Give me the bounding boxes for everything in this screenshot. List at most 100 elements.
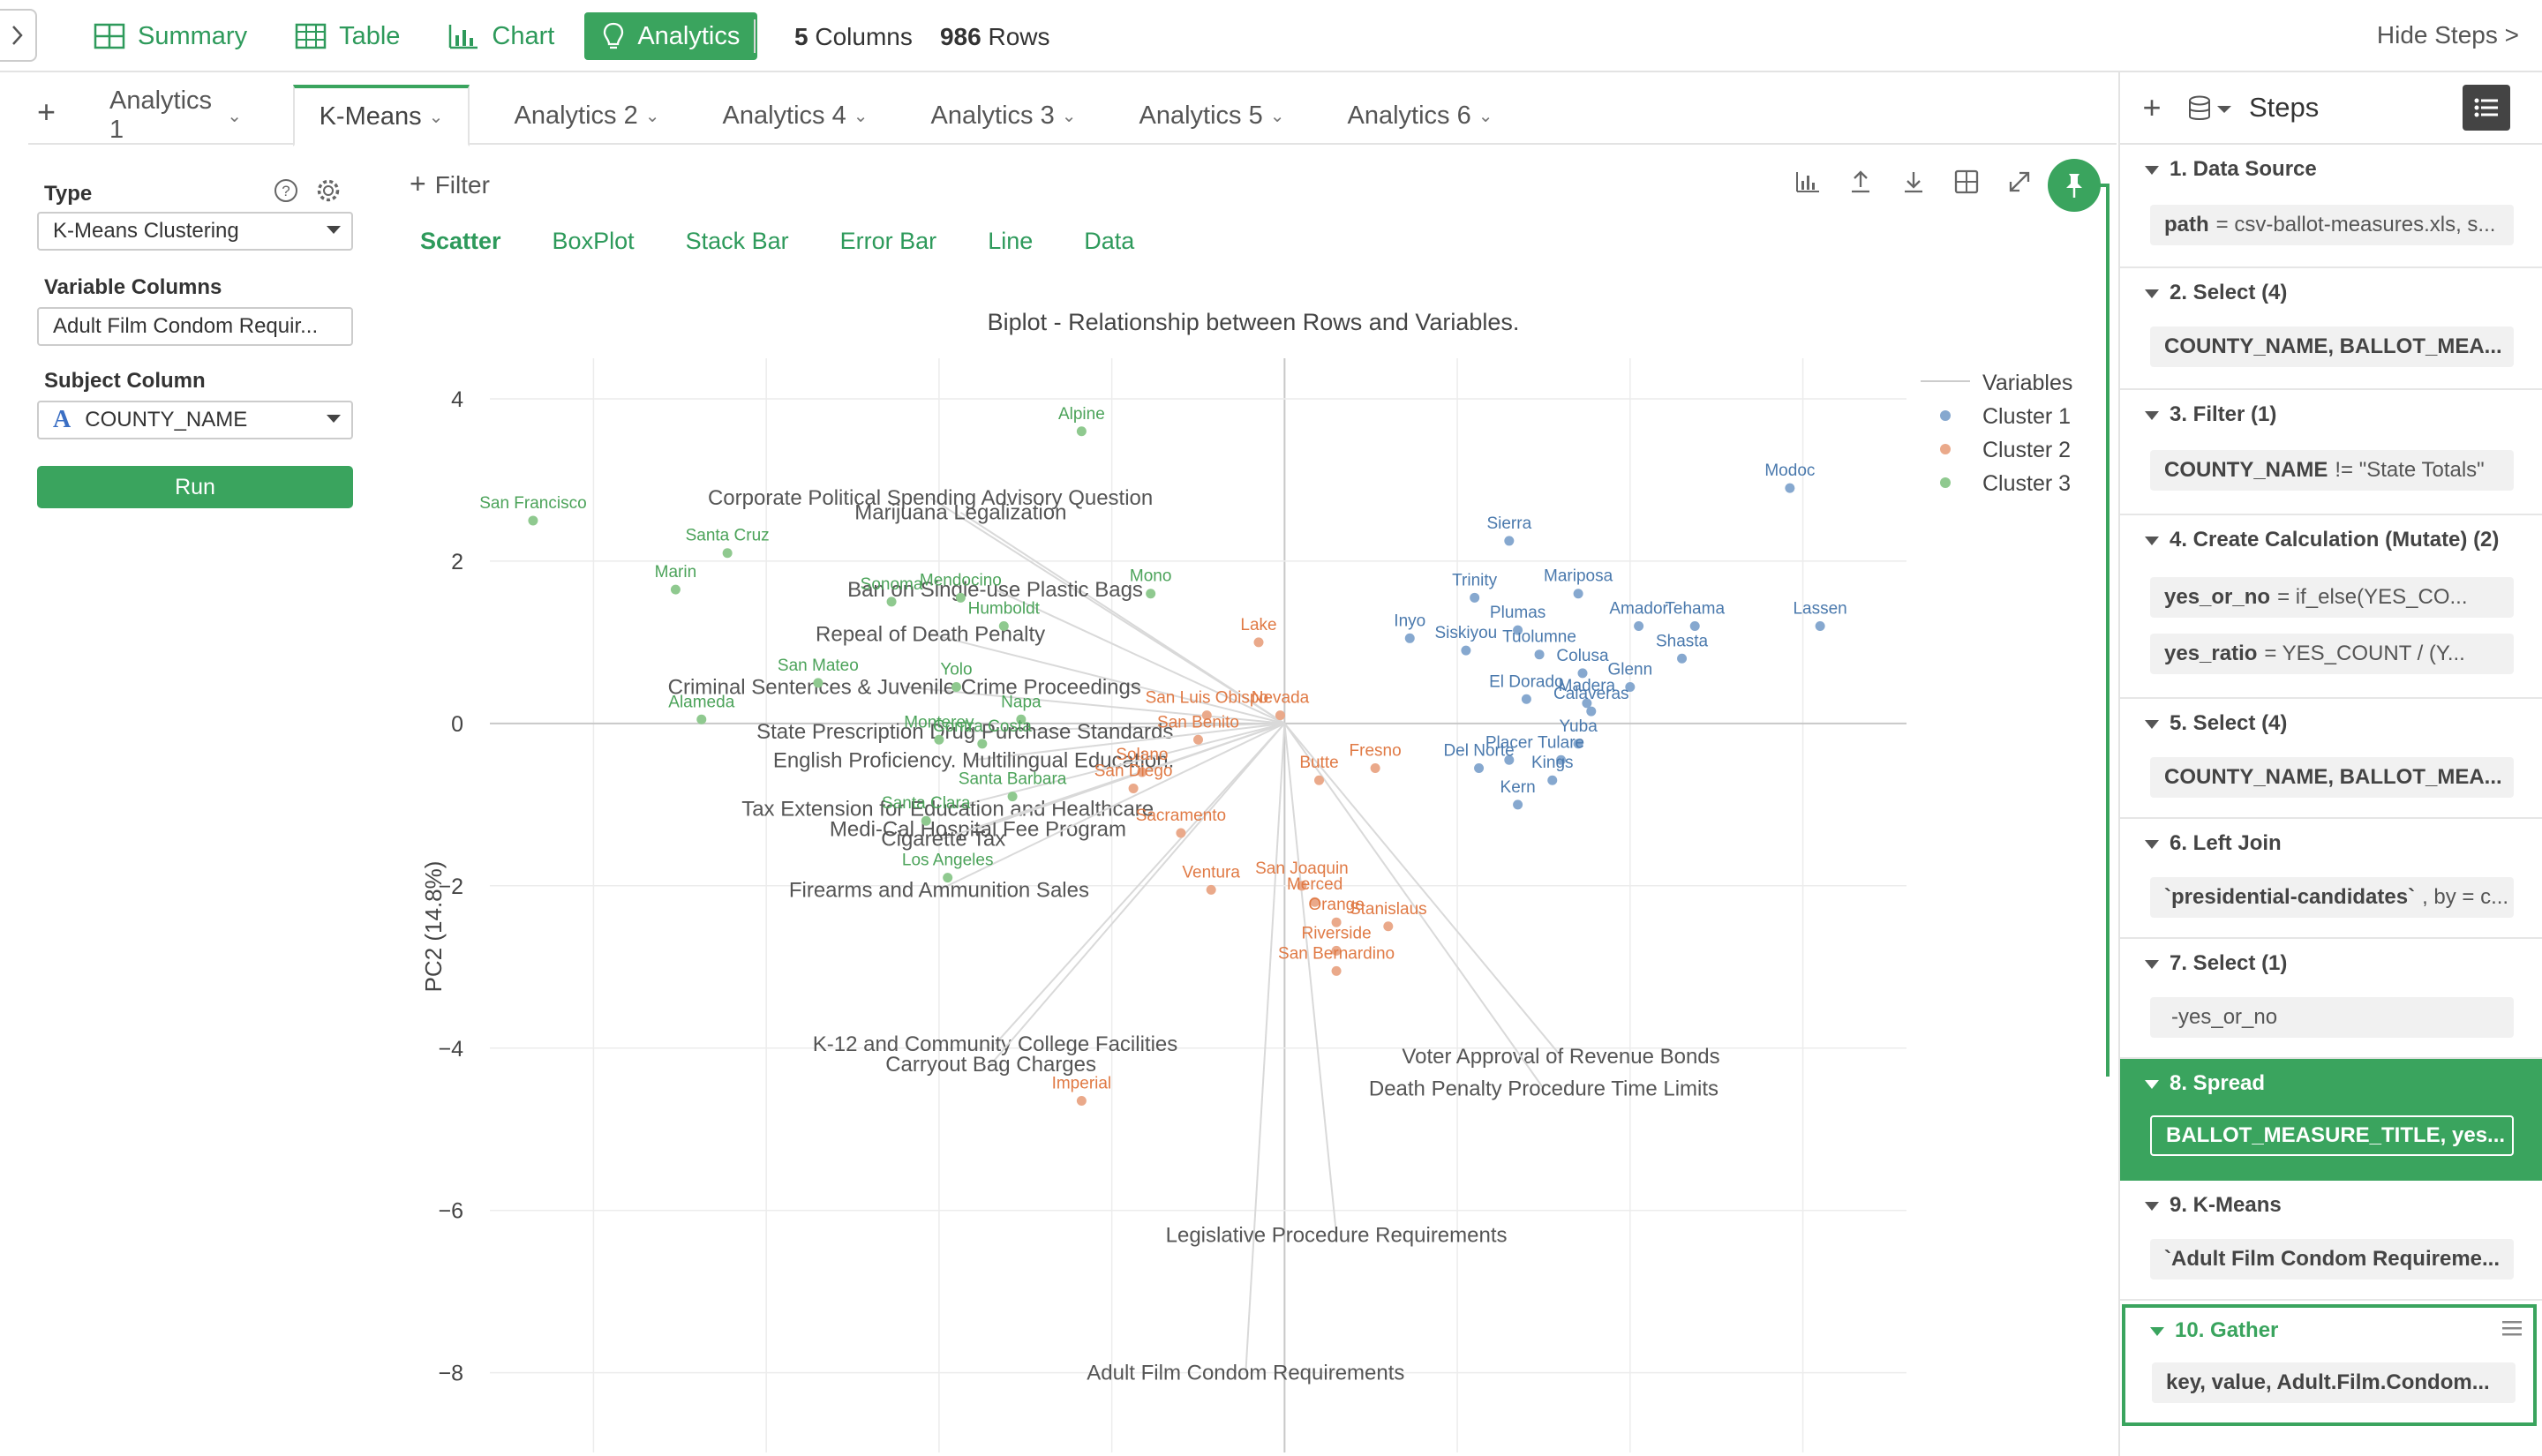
data-point-label: Sacramento: [1136, 807, 1226, 825]
variable-vector-line: [1245, 723, 1286, 1373]
filter-button[interactable]: + Filter: [410, 168, 490, 200]
data-point-label: Mariposa: [1544, 567, 1613, 586]
data-point: [934, 734, 944, 745]
analytics-tab-kmeans[interactable]: K-Means ⌄: [293, 85, 470, 146]
columns-label: Columns: [815, 23, 913, 50]
variable-vector-label: Firearms and Ammunition Sales: [789, 878, 1089, 902]
step-detail[interactable]: path = csv-ballot-measures.xls, s...: [2150, 205, 2514, 245]
expand-icon[interactable]: [2004, 166, 2035, 198]
database-icon[interactable]: [2187, 94, 2237, 124]
bar-chart-icon[interactable]: [1792, 166, 1824, 198]
step-detail-key: key, value, Adult.Film.Condom...: [2166, 1370, 2490, 1394]
variable-vector-label: Adult Film Condom Requirements: [1087, 1362, 1404, 1385]
step-title: 4. Create Calculation (Mutate) (2): [2145, 528, 2499, 552]
step-detail[interactable]: BALLOT_MEASURE_TITLE, yes...: [2150, 1115, 2514, 1156]
steps-header: + Steps: [2120, 72, 2542, 145]
chart-type-scatter[interactable]: Scatter: [420, 228, 501, 254]
menu-icon[interactable]: [2501, 1318, 2523, 1342]
data-point: [1689, 621, 1700, 632]
hide-steps-button[interactable]: Hide Steps >: [2376, 21, 2519, 49]
step-gather[interactable]: 10. Gather key, value, Adult.Film.Condom…: [2122, 1304, 2537, 1426]
step-detail[interactable]: yes_ratio = YES_COUNT / (Y...: [2150, 634, 2514, 674]
step-spread[interactable]: 8. Spread BALLOT_MEASURE_TITLE, yes...: [2120, 1059, 2542, 1181]
type-select[interactable]: K-Means Clustering: [37, 212, 353, 251]
data-point-label: Butte: [1299, 754, 1338, 772]
rows-label: Rows: [988, 23, 1050, 50]
help-icon[interactable]: ?: [272, 176, 300, 205]
subject-column-select[interactable]: A COUNTY_NAME: [37, 401, 353, 439]
step-detail-value: = YES_COUNT / (Y...: [2264, 642, 2465, 665]
tab-chart-label: Chart: [492, 21, 555, 50]
top-bar: Summary Table Chart Analytics 5 Columns …: [0, 0, 2542, 72]
step-detail[interactable]: COUNTY_NAME, BALLOT_MEA...: [2150, 757, 2514, 798]
data-point-label: Tulare: [1538, 733, 1584, 752]
add-tab-button[interactable]: +: [37, 94, 56, 130]
step-detail-key: yes_ratio: [2164, 642, 2258, 665]
data-point-label: Inyo: [1394, 612, 1425, 630]
data-point-label: Kern: [1500, 778, 1536, 797]
step-select-2[interactable]: 5. Select (4) COUNTY_NAME, BALLOT_MEA...: [2120, 699, 2542, 819]
step-detail-key: COUNTY_NAME, BALLOT_MEA...: [2164, 765, 2502, 789]
data-point: [696, 714, 707, 724]
view-tabs: Summary Table Chart Analytics: [76, 12, 758, 60]
step-detail[interactable]: COUNTY_NAME, BALLOT_MEA...: [2150, 326, 2514, 367]
step-detail-value: != "State Totals": [2335, 458, 2485, 482]
step-mutate[interactable]: 4. Create Calculation (Mutate) (2) yes_o…: [2120, 515, 2542, 699]
data-point: [1521, 694, 1531, 704]
data-point: [1193, 734, 1203, 745]
chart-type-data[interactable]: Data: [1084, 228, 1135, 254]
tab-chart[interactable]: Chart: [430, 12, 572, 60]
step-select-3[interactable]: 7. Select (1) -yes_or_no: [2120, 939, 2542, 1059]
upload-icon[interactable]: [1845, 166, 1876, 198]
run-button[interactable]: Run: [37, 466, 353, 508]
download-icon[interactable]: [1898, 166, 1929, 198]
y-tick-label: −4: [438, 1037, 463, 1062]
tab-analytics[interactable]: Analytics: [584, 12, 758, 60]
step-select-1[interactable]: 2. Select (4) COUNTY_NAME, BALLOT_MEA...: [2120, 268, 2542, 390]
chart-type-stackbar[interactable]: Stack Bar: [685, 228, 789, 254]
analytics-tab-5[interactable]: Analytics 5 ⌄: [1130, 85, 1294, 146]
analytics-tab-4[interactable]: Analytics 4 ⌄: [713, 85, 877, 146]
step-kmeans[interactable]: 9. K-Means `Adult Film Condom Requireme.…: [2120, 1181, 2542, 1301]
step-detail[interactable]: key, value, Adult.Film.Condom...: [2152, 1362, 2516, 1403]
step-data-source[interactable]: 1. Data Source path = csv-ballot-measure…: [2120, 145, 2542, 268]
data-point: [1577, 668, 1588, 679]
data-point-label: Yolo: [940, 660, 972, 679]
step-connector-line: [2090, 184, 2110, 187]
step-detail[interactable]: `Adult Film Condom Requireme...: [2150, 1239, 2514, 1280]
data-point-label: Del Norte: [1443, 741, 1514, 760]
step-detail[interactable]: yes_or_no = if_else(YES_CO...: [2150, 577, 2514, 618]
tab-summary[interactable]: Summary: [76, 12, 265, 60]
step-detail[interactable]: -yes_or_no: [2150, 997, 2514, 1038]
variable-vectors: Corporate Political Spending Advisory Qu…: [668, 486, 1720, 1385]
sidebar-toggle-button[interactable]: [0, 9, 37, 62]
data-point: [813, 678, 824, 688]
analytics-tab-6[interactable]: Analytics 6 ⌄: [1338, 85, 1502, 146]
variable-vector-label: Tax Extension for Education and Healthca…: [741, 797, 1154, 821]
chart-type-errorbar[interactable]: Error Bar: [839, 228, 937, 254]
step-detail[interactable]: `presidential-candidates`, by = c...: [2150, 877, 2514, 918]
step-connector-line: [2106, 185, 2110, 1077]
columns-count: 5: [794, 23, 808, 50]
list-view-button[interactable]: [2463, 85, 2510, 131]
step-left-join[interactable]: 6. Left Join `presidential-candidates`, …: [2120, 819, 2542, 939]
chart-type-line[interactable]: Line: [988, 228, 1034, 254]
step-detail[interactable]: COUNTY_NAME != "State Totals": [2150, 450, 2514, 491]
grid-icon[interactable]: [1951, 166, 1982, 198]
gear-icon[interactable]: [314, 176, 342, 205]
data-point-label: Colusa: [1556, 647, 1609, 665]
data-point-label: Lassen: [1793, 600, 1846, 619]
tab-table[interactable]: Table: [277, 12, 417, 60]
variable-columns-field[interactable]: Adult Film Condom Requir...: [37, 307, 353, 346]
data-point: [1573, 739, 1583, 749]
legend-marker: [1940, 477, 1951, 488]
analytics-tab-2[interactable]: Analytics 2 ⌄: [505, 85, 669, 146]
analytics-tab-3[interactable]: Analytics 3 ⌄: [921, 85, 1086, 146]
step-filter[interactable]: 3. Filter (1) COUNTY_NAME != "State Tota…: [2120, 390, 2542, 515]
data-point: [1815, 621, 1825, 632]
add-step-icon[interactable]: +: [2142, 89, 2162, 125]
step-title: 3. Filter (1): [2145, 402, 2276, 427]
data-point: [670, 584, 681, 595]
chart-type-boxplot[interactable]: BoxPlot: [552, 228, 635, 254]
analytics-tab-1[interactable]: Analytics 1 ⌄: [109, 85, 242, 146]
